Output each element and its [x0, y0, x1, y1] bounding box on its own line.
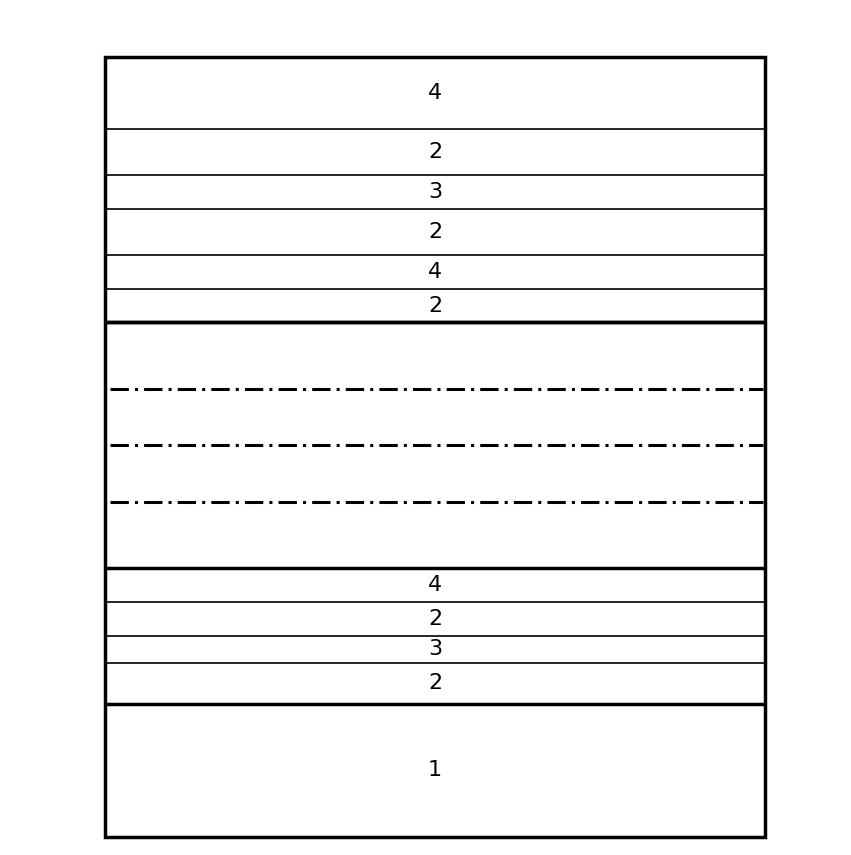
Text: 2: 2 — [428, 296, 442, 315]
Text: 3: 3 — [428, 640, 442, 659]
Text: 4: 4 — [428, 83, 442, 103]
Text: 1: 1 — [428, 760, 442, 781]
Bar — [105, 57, 765, 837]
Text: 2: 2 — [428, 610, 442, 629]
Text: 2: 2 — [428, 673, 442, 693]
Text: 3: 3 — [428, 182, 442, 202]
Text: 2: 2 — [428, 221, 442, 242]
Text: 4: 4 — [428, 575, 442, 595]
Text: 2: 2 — [428, 142, 442, 162]
Text: 4: 4 — [428, 262, 442, 282]
